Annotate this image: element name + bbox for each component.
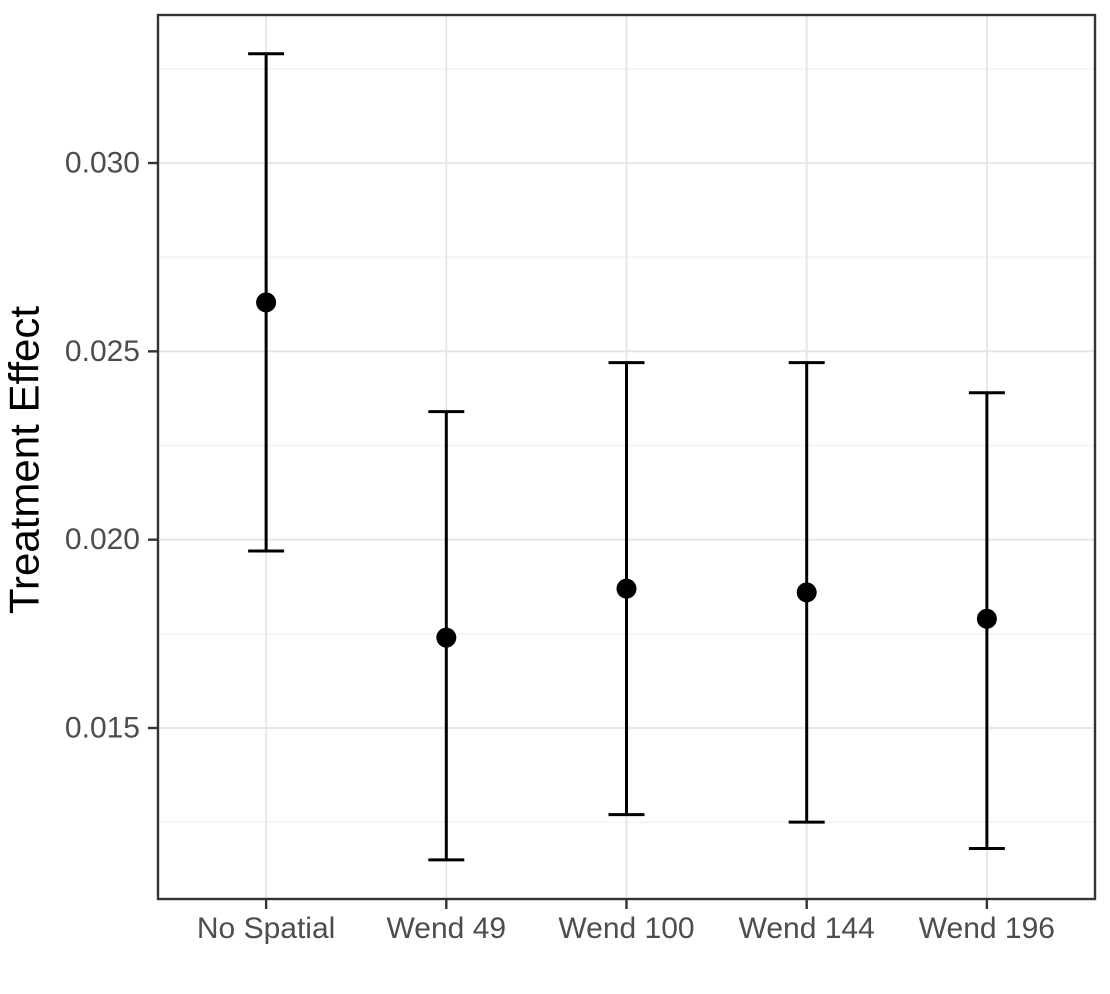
point-estimate	[256, 292, 277, 313]
tick-marks-layer	[148, 161, 989, 909]
x-tick-label: Wend 49	[387, 912, 507, 945]
point-estimate	[796, 582, 817, 603]
x-tick-label: Wend 144	[739, 912, 875, 945]
y-tick-label: 0.030	[65, 147, 140, 180]
x-tick-label: No Spatial	[197, 912, 335, 945]
x-tick-label: Wend 100	[558, 912, 694, 945]
y-tick-label: 0.020	[65, 523, 140, 556]
tick-labels-layer: 0.015 0.020 0.025 0.030 No Spatial Wend 49 Wen…	[65, 147, 1055, 945]
point-estimate	[976, 608, 997, 629]
y-axis-title: Treatment Effect	[1, 306, 48, 614]
point-estimate	[616, 578, 637, 599]
point-estimate	[436, 627, 457, 648]
series-layer	[248, 52, 1005, 862]
y-tick-label: 0.025	[65, 335, 140, 368]
x-tick-label: Wend 196	[919, 912, 1055, 945]
y-tick-label: 0.015	[65, 712, 140, 745]
